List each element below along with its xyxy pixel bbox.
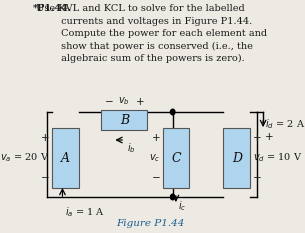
Text: −: − <box>152 173 161 183</box>
Text: +: + <box>265 132 273 142</box>
Text: $v_d$ = 10 V: $v_d$ = 10 V <box>253 152 302 164</box>
Text: D: D <box>232 151 242 164</box>
Text: $v_a$ = 20 V: $v_a$ = 20 V <box>0 152 50 164</box>
Bar <box>224 128 250 188</box>
Text: Figure P1.44: Figure P1.44 <box>116 219 185 228</box>
Text: −: − <box>105 97 113 107</box>
Text: +: + <box>41 133 50 143</box>
Text: $i_d$ = 2 A: $i_d$ = 2 A <box>265 117 305 131</box>
Text: $i_c$: $i_c$ <box>178 199 187 213</box>
Text: +: + <box>152 133 161 143</box>
Circle shape <box>170 109 175 115</box>
Text: *P1.44.: *P1.44. <box>33 4 72 13</box>
Text: −: − <box>253 173 262 183</box>
Text: $i_a$ = 1 A: $i_a$ = 1 A <box>65 205 105 219</box>
Text: $i_b$: $i_b$ <box>127 141 135 155</box>
Text: A: A <box>61 151 70 164</box>
Text: +: + <box>135 97 144 107</box>
Text: Use KVL and KCL to solve for the labelled
         currents and voltages in Figu: Use KVL and KCL to solve for the labelle… <box>33 4 267 63</box>
Bar <box>163 128 188 188</box>
Text: $v_b$: $v_b$ <box>118 95 130 107</box>
Text: C: C <box>171 151 181 164</box>
Text: +: + <box>253 133 261 143</box>
Bar <box>52 128 79 188</box>
Circle shape <box>170 194 175 200</box>
Text: B: B <box>120 113 129 127</box>
Text: −: − <box>41 173 50 183</box>
Bar <box>101 110 147 130</box>
Text: $v_c$: $v_c$ <box>149 152 161 164</box>
